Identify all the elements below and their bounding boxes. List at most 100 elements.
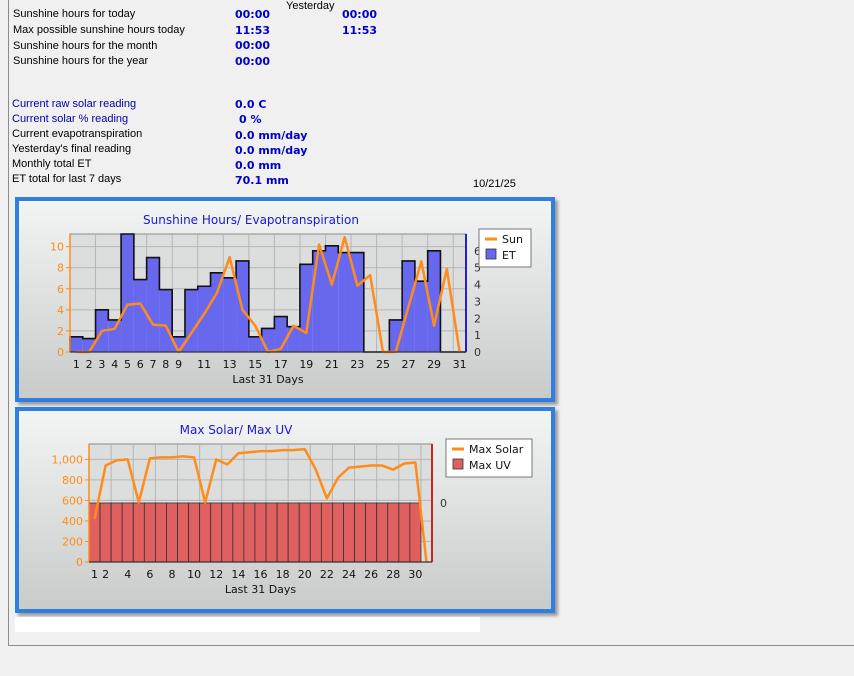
x-tick-label: 12 bbox=[209, 568, 223, 581]
bar-max-uv bbox=[287, 502, 300, 563]
bar-max-uv bbox=[232, 502, 245, 563]
bar-max-uv bbox=[88, 502, 101, 563]
bar-max-uv bbox=[365, 502, 378, 563]
current-date: 10/21/25 bbox=[473, 178, 516, 190]
legend-label: Max UV bbox=[469, 459, 511, 472]
x-tick-label: 2 bbox=[102, 568, 109, 581]
bar-et bbox=[108, 319, 122, 352]
y-tick-label-left: 800 bbox=[62, 474, 83, 487]
line-max-solar bbox=[93, 447, 428, 563]
y-tick-label-left: 4 bbox=[57, 304, 64, 317]
bar-max-uv bbox=[254, 502, 267, 563]
bar-et bbox=[146, 257, 160, 352]
y-tick-label-left: 8 bbox=[57, 262, 64, 275]
stat-value: 0.0 mm/day bbox=[235, 144, 308, 157]
bar-max-uv bbox=[309, 502, 322, 563]
bar-et bbox=[121, 234, 134, 352]
bar-et bbox=[159, 289, 173, 352]
bar-max-uv bbox=[398, 502, 411, 563]
bar-max-uv bbox=[354, 502, 367, 563]
stat-value: 0.0 mm bbox=[235, 159, 282, 172]
bar-max-uv bbox=[387, 502, 400, 563]
x-tick-label: 24 bbox=[342, 568, 356, 581]
legend-box bbox=[478, 228, 532, 268]
stat-label: Sunshine hours for today bbox=[13, 8, 136, 20]
bar-max-uv bbox=[143, 502, 156, 563]
stat-label: Monthly total ET bbox=[12, 158, 92, 170]
x-tick-label: 8 bbox=[162, 358, 169, 371]
stat-label: Max possible sunshine hours today bbox=[13, 24, 185, 36]
stat-value: 0.0 mm/day bbox=[235, 129, 308, 142]
x-tick-label: 21 bbox=[325, 358, 339, 371]
y-tick-label-left: 0 bbox=[76, 556, 83, 569]
solar-uv-chart-panel: Max Solar/ Max UV 0 200 400 600 800 1,000 0 1 2 4 6… bbox=[15, 407, 555, 613]
stat-label: ET total for last 7 days bbox=[12, 173, 122, 185]
stat-today-value: 00:00 bbox=[235, 39, 271, 52]
bar-et bbox=[133, 279, 147, 352]
x-tick-label: 30 bbox=[408, 568, 422, 581]
legend-label: Max Solar bbox=[469, 443, 524, 456]
stat-yesterday-value: 11:53 bbox=[342, 24, 378, 37]
stat-label: Sunshine hours for the month bbox=[13, 40, 158, 52]
x-tick-label: 15 bbox=[248, 358, 262, 371]
x-tick-label: 8 bbox=[168, 568, 175, 581]
stat-today-value: 00:00 bbox=[235, 55, 271, 68]
bar-max-uv bbox=[199, 502, 212, 563]
x-tick-label: 9 bbox=[175, 358, 182, 371]
stat-value: 0 % bbox=[239, 113, 262, 126]
x-tick-label: 18 bbox=[276, 568, 290, 581]
y-tick-label-left: 600 bbox=[62, 494, 83, 507]
x-tick-label: 29 bbox=[427, 358, 441, 371]
bar-max-uv bbox=[221, 502, 234, 563]
y-tick-label-left: 200 bbox=[62, 535, 83, 548]
bar-et bbox=[312, 250, 326, 352]
chart-title: Sunshine Hours/ Evapotranspiration bbox=[143, 213, 359, 227]
bar-et bbox=[223, 277, 237, 352]
bar-max-uv bbox=[99, 502, 112, 563]
legend-box bbox=[445, 438, 533, 478]
bar-max-uv bbox=[343, 502, 355, 563]
bar-max-uv bbox=[298, 502, 311, 563]
stat-value: 70.1 mm bbox=[235, 174, 289, 187]
x-tick-label: 10 bbox=[187, 568, 201, 581]
x-tick-label: 6 bbox=[146, 568, 153, 581]
x-tick-label: 2 bbox=[86, 358, 93, 371]
stat-value: 0.0 C bbox=[235, 98, 267, 111]
x-tick-label: 16 bbox=[254, 568, 268, 581]
x-tick-label: 26 bbox=[364, 568, 378, 581]
y-tick-label-left: 6 bbox=[57, 283, 64, 296]
y-tick-label-left: 1,000 bbox=[52, 453, 84, 466]
x-tick-label: 4 bbox=[124, 568, 131, 581]
x-tick-label: 17 bbox=[274, 358, 288, 371]
x-tick-label: 1 bbox=[91, 568, 98, 581]
x-tick-label: 19 bbox=[299, 358, 313, 371]
y-tick-label-left: 2 bbox=[57, 325, 64, 338]
legend-label: ET bbox=[502, 249, 516, 262]
bar-et bbox=[210, 272, 224, 352]
bar-et bbox=[70, 336, 83, 352]
x-tick-label: 23 bbox=[350, 358, 364, 371]
y-tick-label-right: 5 bbox=[474, 262, 481, 275]
x-axis-label: Last 31 Days bbox=[232, 373, 304, 386]
stat-today-value: 00:00 bbox=[235, 8, 271, 21]
y-tick-label-right: 0 bbox=[440, 497, 447, 510]
bar-et bbox=[414, 281, 428, 352]
stat-label: Yesterday's final reading bbox=[12, 143, 132, 155]
bar-max-uv bbox=[320, 502, 333, 563]
window-left-border bbox=[8, 0, 9, 646]
x-tick-label: 20 bbox=[298, 568, 312, 581]
bar-max-uv bbox=[121, 502, 134, 563]
y-tick-label-left: 10 bbox=[50, 241, 64, 254]
bar-max-uv bbox=[188, 502, 201, 563]
x-tick-label: 27 bbox=[402, 358, 416, 371]
bar-max-uv bbox=[132, 502, 145, 563]
y-tick-label-right: 4 bbox=[474, 279, 481, 292]
stat-yesterday-value: 00:00 bbox=[342, 8, 378, 21]
bar-max-uv bbox=[210, 502, 223, 563]
y-tick-label-right: 6 bbox=[474, 245, 481, 258]
bar-et bbox=[338, 252, 352, 352]
x-tick-label: 25 bbox=[376, 358, 390, 371]
x-tick-label: 6 bbox=[137, 358, 144, 371]
x-tick-label: 4 bbox=[111, 358, 118, 371]
